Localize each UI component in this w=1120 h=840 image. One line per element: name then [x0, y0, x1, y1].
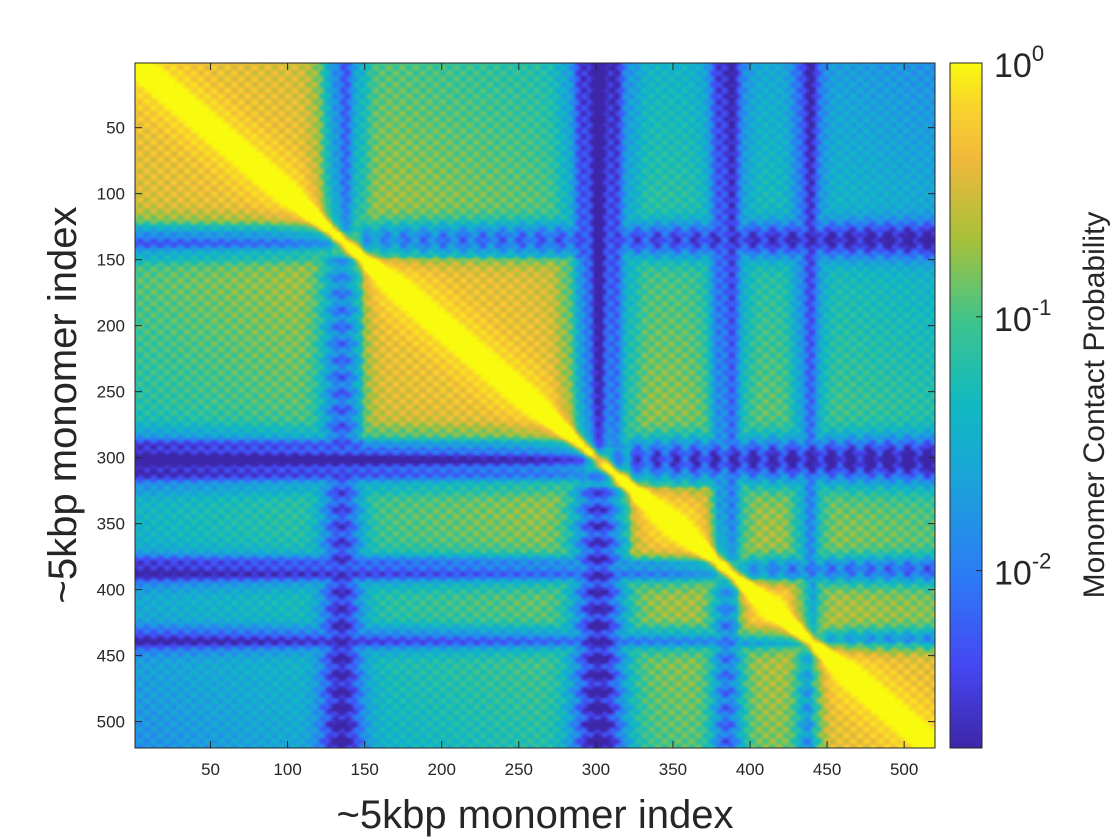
x-axis-ticks: 50 100 150 200 250 300 350 400 450 500 — [201, 63, 918, 779]
y-tick-label: 450 — [97, 647, 125, 666]
colorbar-frame — [949, 62, 983, 749]
y-tick-label: 300 — [97, 449, 125, 468]
colorbar-label: Monomer Contact Probability — [1078, 212, 1111, 599]
colorbar-tick-label: 10-1 — [994, 295, 1051, 339]
heatmap-area — [134, 62, 936, 749]
y-tick-label: 350 — [97, 515, 125, 534]
colorbar-gradient — [950, 63, 982, 748]
x-tick-label: 200 — [428, 760, 456, 779]
y-axis-label: ~5kbp monomer index — [41, 207, 85, 604]
x-tick-label: 350 — [659, 760, 687, 779]
x-axis-label: ~5kbp monomer index — [337, 793, 734, 837]
y-tick-label: 50 — [106, 119, 125, 138]
colorbar-tick-label: 100 — [994, 41, 1044, 85]
y-tick-label: 150 — [97, 251, 125, 270]
y-axis-ticks: 50 100 150 200 250 300 350 400 450 500 — [97, 119, 935, 732]
heatmap-image — [135, 63, 935, 748]
x-tick-label: 450 — [813, 760, 841, 779]
y-tick-label: 200 — [97, 317, 125, 336]
colorbar-tick-label: 10-2 — [994, 549, 1051, 593]
x-tick-label: 50 — [201, 760, 220, 779]
x-tick-label: 250 — [505, 760, 533, 779]
colorbar: 100 10-1 10-2 Monomer Contact Probability — [949, 41, 1111, 749]
y-tick-label: 250 — [97, 383, 125, 402]
x-tick-label: 100 — [273, 760, 301, 779]
x-tick-label: 300 — [582, 760, 610, 779]
x-tick-label: 400 — [736, 760, 764, 779]
colorbar-ticks: 100 10-1 10-2 — [976, 41, 1051, 593]
y-tick-label: 500 — [97, 713, 125, 732]
x-tick-label: 150 — [350, 760, 378, 779]
y-tick-label: 100 — [97, 185, 125, 204]
x-tick-label: 500 — [890, 760, 918, 779]
y-tick-label: 400 — [97, 581, 125, 600]
plot-frame — [134, 62, 936, 749]
